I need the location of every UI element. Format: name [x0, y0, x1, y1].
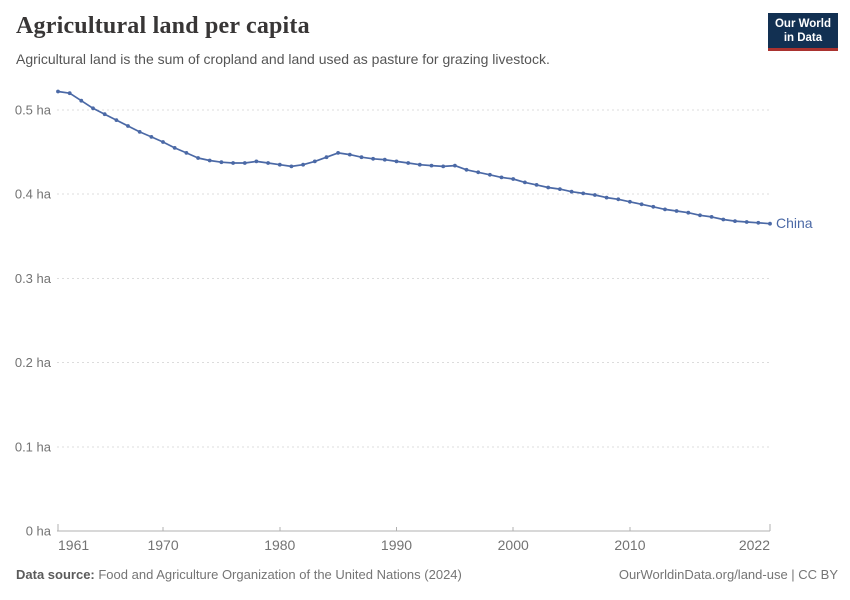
data-point — [79, 98, 84, 103]
data-point — [604, 195, 609, 200]
x-tick-label: 1961 — [58, 537, 89, 553]
data-point — [406, 161, 411, 165]
data-point — [464, 167, 469, 172]
data-point — [126, 124, 130, 128]
data-point — [593, 193, 597, 197]
data-point — [488, 172, 492, 177]
y-tick-label: 0.2 ha — [15, 355, 52, 370]
logo-line-1: Our World — [774, 18, 831, 30]
data-point — [674, 209, 679, 213]
data-point — [698, 213, 702, 218]
data-point — [744, 220, 749, 224]
x-tick-label: 1970 — [147, 537, 178, 553]
data-point — [639, 202, 644, 207]
data-point — [616, 197, 621, 202]
data-point — [231, 161, 236, 165]
data-point — [429, 163, 434, 168]
owid-license-link[interactable]: OurWorldinData.org/land-use | CC BY — [618, 567, 838, 582]
page-title: Agricultural land per capita — [16, 13, 310, 39]
data-point — [721, 217, 726, 222]
data-point — [196, 156, 201, 160]
data-point — [581, 191, 586, 196]
chart-footer: Data source: Food and Agriculture Organi… — [16, 567, 838, 582]
data-point — [417, 162, 422, 167]
data-point — [137, 130, 142, 134]
data-point — [382, 157, 387, 162]
gridlines — [57, 109, 770, 448]
data-point — [91, 106, 95, 111]
data-point — [254, 159, 259, 164]
data-source-text: Food and Agriculture Organization of the… — [94, 567, 462, 582]
y-tick-label: 0.3 ha — [15, 271, 52, 286]
data-point — [102, 112, 107, 117]
x-tick-label: 2000 — [498, 537, 529, 553]
data-point — [347, 152, 352, 157]
data-point — [277, 162, 282, 167]
data-point — [336, 151, 340, 155]
data-point — [663, 207, 667, 212]
data-point — [534, 183, 539, 187]
data-point — [499, 175, 504, 180]
x-tick-label: 1980 — [264, 537, 295, 553]
data-point — [756, 220, 761, 225]
data-point — [56, 89, 60, 94]
x-tick-label: 1990 — [381, 537, 412, 553]
data-point — [184, 151, 189, 155]
data-point — [172, 146, 177, 150]
data-point — [651, 204, 656, 209]
series-label[interactable]: China — [776, 215, 813, 231]
data-point — [149, 135, 154, 139]
logo-line-2: in Data — [783, 32, 823, 44]
data-point — [453, 163, 457, 168]
data-point — [476, 170, 481, 175]
series-china[interactable]: China — [56, 89, 813, 232]
owid-logo[interactable]: Our World in Data — [767, 13, 838, 51]
data-source-label: Data source: — [16, 567, 95, 582]
data-point — [359, 155, 364, 160]
data-point — [394, 159, 399, 164]
data-point — [511, 177, 516, 181]
data-point — [67, 91, 72, 96]
data-point — [207, 158, 212, 163]
y-tick-label: 0.5 ha — [15, 103, 52, 118]
y-tick-label: 0.4 ha — [15, 187, 52, 202]
data-point — [768, 221, 772, 226]
data-point — [301, 162, 305, 167]
data-point — [289, 164, 294, 169]
data-point — [686, 210, 691, 215]
data-point — [114, 118, 119, 122]
data-point — [733, 219, 737, 224]
data-point — [546, 185, 551, 190]
y-tick-label: 0.1 ha — [15, 439, 52, 454]
y-axis-labels: 0 ha 0.1 ha 0.2 ha 0.3 ha 0.4 ha 0.5 ha — [15, 103, 52, 539]
data-point — [569, 189, 574, 194]
data-point — [219, 160, 224, 165]
x-tick-label: 2010 — [614, 537, 645, 553]
data-point — [628, 199, 632, 204]
data-source: Data source: Food and Agriculture Organi… — [16, 567, 462, 582]
data-point — [324, 155, 329, 160]
data-point — [371, 156, 375, 161]
y-tick-label: 0 ha — [26, 524, 52, 539]
data-point — [709, 215, 714, 219]
data-point — [558, 187, 562, 192]
data-point — [242, 161, 247, 165]
x-tick-label: 2022 — [739, 537, 770, 553]
data-point — [161, 140, 165, 144]
data-point — [441, 164, 446, 169]
data-point — [523, 180, 527, 185]
series-line — [57, 90, 771, 225]
x-axis: 1961 1970 1980 1990 2000 2010 2022 — [57, 524, 771, 553]
data-point — [312, 159, 317, 164]
data-point — [266, 161, 270, 165]
chart-subtitle: Agricultural land is the sum of cropland… — [16, 51, 550, 67]
